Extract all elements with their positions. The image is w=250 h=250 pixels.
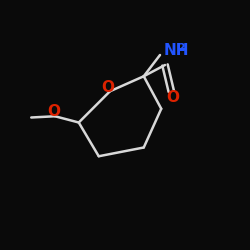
Text: O: O [47,104,60,119]
Text: 2: 2 [177,42,185,52]
Text: O: O [101,80,114,95]
Text: O: O [166,90,179,105]
Text: NH: NH [164,43,189,58]
